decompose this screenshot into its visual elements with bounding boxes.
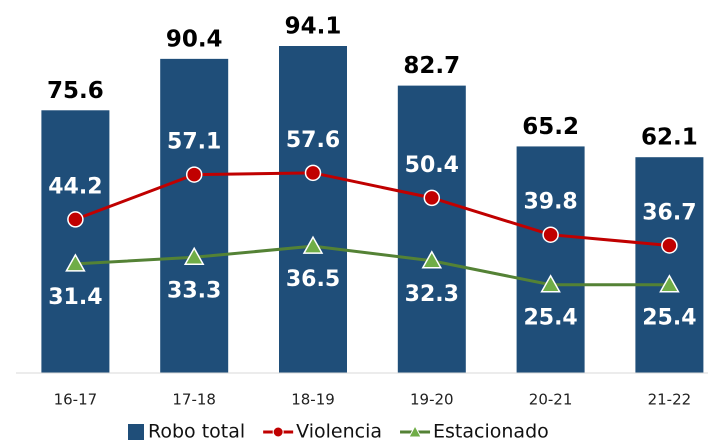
- marker: [661, 237, 678, 254]
- bar: [397, 85, 466, 374]
- x-tick-label: 21-22: [648, 391, 692, 409]
- legend-label: Robo total: [148, 421, 245, 443]
- point-label: 31.4: [48, 285, 102, 310]
- bar-label: 90.4: [166, 26, 223, 52]
- marker: [659, 274, 680, 293]
- legend-label: Estacionado: [433, 421, 549, 443]
- bar-label: 82.7: [403, 53, 460, 79]
- point-label: 39.8: [523, 190, 577, 215]
- marker: [65, 253, 86, 272]
- x-tick-label: 16-17: [54, 391, 98, 409]
- point-label: 25.4: [642, 306, 696, 331]
- point-label: 36.7: [642, 200, 696, 225]
- legend-swatch: [128, 424, 144, 440]
- point-label: 25.4: [523, 306, 577, 331]
- x-tick-label: 17-18: [172, 391, 216, 409]
- x-tick-label: 18-19: [291, 391, 335, 409]
- marker: [542, 226, 559, 243]
- point-label: 33.3: [167, 278, 221, 303]
- bar: [279, 46, 347, 373]
- bar: [516, 146, 585, 373]
- marker: [185, 166, 203, 183]
- bar: [41, 110, 110, 373]
- bar-label: 75.6: [47, 78, 104, 104]
- line: [74, 171, 670, 247]
- point-label: 50.4: [405, 153, 459, 178]
- point-label: 44.2: [48, 174, 102, 199]
- marker: [67, 211, 84, 228]
- bar-label: 65.2: [522, 114, 579, 140]
- marker: [421, 250, 443, 269]
- bar-label: 94.1: [285, 14, 342, 40]
- marker: [183, 246, 205, 266]
- bar: [160, 58, 229, 374]
- marker: [302, 235, 324, 254]
- x-tick-label: 20-21: [529, 391, 573, 409]
- line: [75, 244, 670, 287]
- legend-marker: [272, 426, 284, 438]
- point-label: 36.5: [286, 267, 340, 292]
- marker: [540, 274, 561, 293]
- legend-item: Estacionado: [400, 421, 549, 443]
- marker: [304, 164, 322, 182]
- legend-item: Violencia: [263, 421, 382, 443]
- point-label: 32.3: [405, 282, 459, 307]
- legend-label: Violencia: [296, 421, 382, 443]
- bar-label: 62.1: [641, 125, 698, 151]
- point-label: 57.1: [167, 130, 221, 155]
- x-tick-label: 19-20: [410, 391, 454, 409]
- legend-marker: [408, 424, 422, 438]
- legend-item: Robo total: [128, 421, 245, 443]
- bar: [635, 157, 704, 373]
- marker: [423, 189, 441, 207]
- point-label: 57.6: [286, 128, 340, 153]
